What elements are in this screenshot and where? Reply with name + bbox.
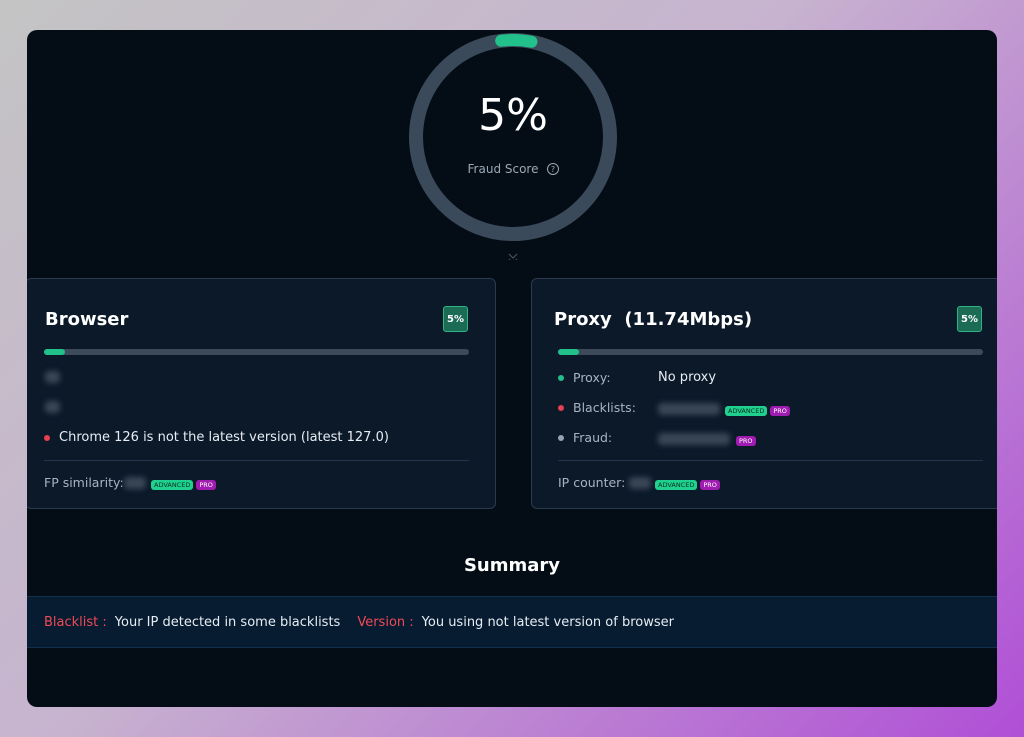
summary-key: Version :	[357, 614, 414, 630]
help-icon: ?	[551, 165, 555, 174]
progress-fill	[558, 349, 580, 355]
footer-label: FP similarity:	[44, 475, 124, 490]
tags: ADVANCED PRO	[655, 472, 723, 491]
proxy-card: Proxy (11.74Mbps) 5% Proxy: No proxy Bla…	[531, 278, 997, 509]
tags: PRO	[736, 428, 759, 447]
chevron	[508, 253, 518, 260]
status-dot	[558, 435, 564, 441]
browser-card: Browser 5% Chrome 126 is not the latest …	[27, 278, 496, 509]
status-dot	[44, 435, 50, 441]
footer-label: IP counter:	[558, 475, 626, 490]
status-dot	[558, 405, 564, 411]
blurred	[45, 371, 60, 383]
tag: ADVANCED	[725, 406, 768, 416]
blurred	[629, 477, 651, 489]
card-title: Proxy (11.74Mbps)	[554, 309, 753, 330]
tags: ADVANCED PRO	[725, 398, 793, 417]
blurred	[124, 477, 146, 489]
score-ring: 5% Fraud Score ?	[409, 33, 617, 260]
summary-text: You using not latest version of browser	[421, 614, 674, 630]
progress	[44, 349, 469, 355]
row-label: Blacklists:	[573, 400, 636, 415]
row-value: No proxy	[658, 370, 717, 385]
ring-arc	[410, 33, 616, 240]
row-label: Proxy:	[573, 370, 611, 385]
separator	[44, 460, 469, 461]
tag: PRO	[736, 436, 756, 446]
badge: 5%	[957, 306, 982, 332]
score-label: Fraud Score	[468, 162, 539, 176]
tag: PRO	[196, 480, 216, 490]
card-title: Browser	[45, 309, 129, 330]
progress	[558, 349, 983, 355]
row-text: Chrome 126 is not the latest version (la…	[59, 430, 389, 445]
blurred	[658, 433, 730, 445]
blurred	[45, 401, 60, 413]
blurred	[658, 403, 720, 415]
tag: ADVANCED	[655, 480, 698, 490]
tag: ADVANCED	[151, 480, 194, 490]
status-dot	[558, 375, 564, 381]
tag: PRO	[770, 406, 790, 416]
tags: ADVANCED PRO	[151, 472, 219, 491]
separator	[558, 460, 983, 461]
summary-text: Your IP detected in some blacklists	[114, 614, 341, 630]
score: 5%	[478, 90, 548, 141]
progress-fill	[44, 349, 66, 355]
help-icon[interactable]	[547, 163, 559, 175]
summary-bar: Blacklist : Your IP detected in some bla…	[27, 596, 997, 648]
tag: PRO	[700, 480, 720, 490]
row-label: Fraud:	[573, 430, 613, 445]
summary-title: Summary	[463, 555, 561, 576]
panel: 5% Fraud Score ? Browser 5% Chrome 126 i…	[27, 30, 997, 707]
summary-key: Blacklist :	[44, 614, 107, 630]
badge: 5%	[443, 306, 468, 332]
